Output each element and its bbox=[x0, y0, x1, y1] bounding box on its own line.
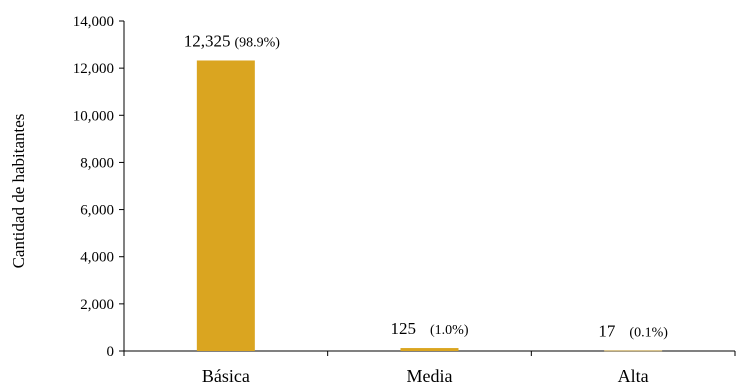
y-tick-label: 12,000 bbox=[73, 61, 114, 77]
y-axis: 0 2,000 4,000 6,000 8,000 10,000 12,000 14,000 bbox=[73, 14, 125, 360]
y-tick-label: 6,000 bbox=[80, 203, 114, 219]
y-tick-label: 2,000 bbox=[80, 297, 114, 313]
y-tick-label: 10,000 bbox=[73, 108, 114, 124]
bar-label-group: 12,325 (98.9%) bbox=[184, 31, 281, 50]
bar-alta bbox=[604, 350, 663, 352]
percent-label: (98.9%) bbox=[234, 35, 280, 50]
y-axis-title: Cantidad de habitantes bbox=[9, 114, 28, 269]
x-axis: Básica Media Alta bbox=[123, 350, 736, 386]
bar-label-group: 17 (0.1%) bbox=[598, 322, 668, 341]
y-tick-label: 0 bbox=[107, 344, 115, 360]
value-label: 12,325 bbox=[184, 31, 231, 50]
bar-básica bbox=[196, 60, 255, 351]
bar-label-group: 125 (1.0%) bbox=[391, 319, 469, 338]
x-tick-label: Alta bbox=[618, 366, 649, 386]
y-tick-label: 4,000 bbox=[80, 250, 114, 266]
y-tick-label: 8,000 bbox=[80, 155, 114, 171]
bar-media bbox=[400, 348, 459, 351]
value-label: 17 bbox=[598, 322, 616, 341]
x-tick-label: Básica bbox=[202, 366, 250, 386]
value-label: 125 bbox=[391, 319, 417, 338]
data-labels: 12,325 (98.9%) 125 (1.0%) 17 (0.1%) bbox=[184, 31, 669, 340]
percent-label: (0.1%) bbox=[629, 326, 668, 341]
percent-label: (1.0%) bbox=[430, 323, 469, 338]
bars bbox=[196, 60, 663, 352]
y-tick-label: 14,000 bbox=[73, 14, 114, 30]
x-tick-label: Media bbox=[407, 366, 453, 386]
